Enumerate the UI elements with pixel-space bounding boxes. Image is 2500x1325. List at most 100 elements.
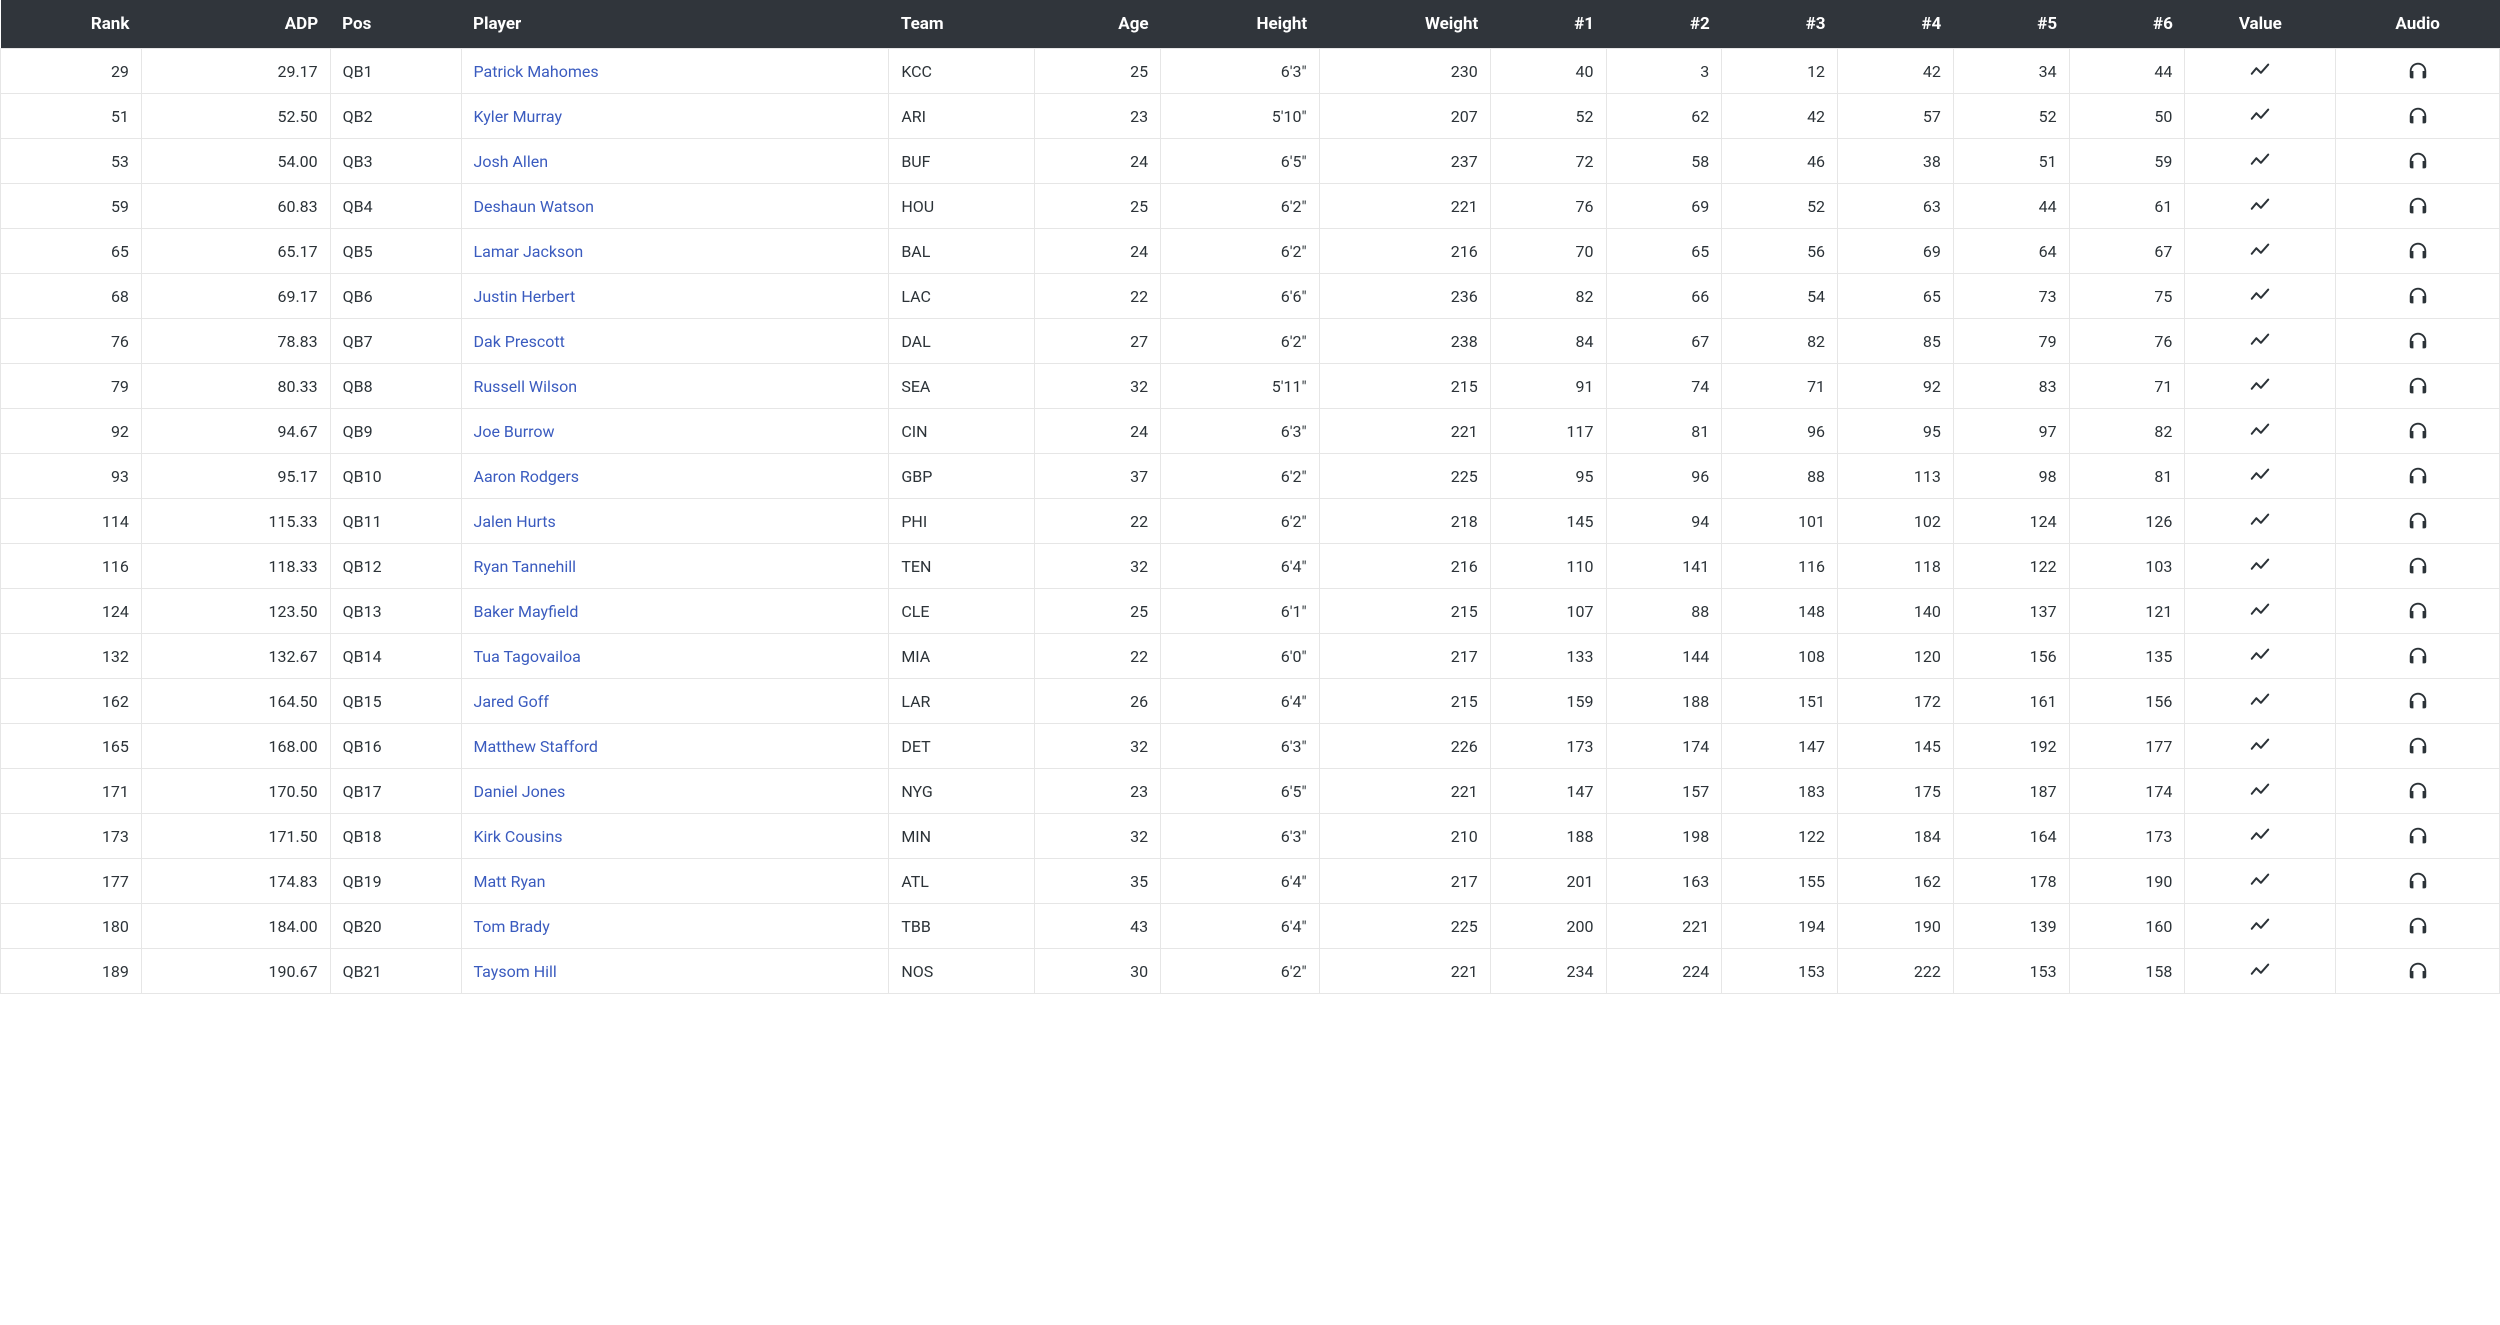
chart-icon[interactable] — [2249, 555, 2271, 574]
headphones-icon[interactable] — [2407, 780, 2429, 799]
player-link[interactable]: Taysom Hill — [474, 962, 557, 981]
cell-value[interactable] — [2185, 814, 2336, 859]
header-n4[interactable]: #4 — [1838, 0, 1954, 49]
cell-audio[interactable] — [2336, 94, 2500, 139]
cell-audio[interactable] — [2336, 454, 2500, 499]
cell-audio[interactable] — [2336, 274, 2500, 319]
cell-value[interactable] — [2185, 364, 2336, 409]
headphones-icon[interactable] — [2407, 825, 2429, 844]
cell-value[interactable] — [2185, 229, 2336, 274]
cell-value[interactable] — [2185, 634, 2336, 679]
header-value[interactable]: Value — [2185, 0, 2336, 49]
cell-value[interactable] — [2185, 679, 2336, 724]
cell-audio[interactable] — [2336, 814, 2500, 859]
chart-icon[interactable] — [2249, 465, 2271, 484]
headphones-icon[interactable] — [2407, 960, 2429, 979]
player-link[interactable]: Baker Mayfield — [474, 602, 579, 621]
chart-icon[interactable] — [2249, 375, 2271, 394]
cell-audio[interactable] — [2336, 949, 2500, 994]
chart-icon[interactable] — [2249, 645, 2271, 664]
cell-value[interactable] — [2185, 319, 2336, 364]
cell-value[interactable] — [2185, 274, 2336, 319]
player-link[interactable]: Patrick Mahomes — [474, 62, 599, 81]
cell-value[interactable] — [2185, 769, 2336, 814]
headphones-icon[interactable] — [2407, 240, 2429, 259]
cell-value[interactable] — [2185, 409, 2336, 454]
player-link[interactable]: Aaron Rodgers — [474, 467, 580, 486]
player-link[interactable]: Kirk Cousins — [474, 827, 563, 846]
player-link[interactable]: Joe Burrow — [474, 422, 555, 441]
cell-audio[interactable] — [2336, 589, 2500, 634]
cell-audio[interactable] — [2336, 319, 2500, 364]
cell-value[interactable] — [2185, 454, 2336, 499]
headphones-icon[interactable] — [2407, 105, 2429, 124]
headphones-icon[interactable] — [2407, 195, 2429, 214]
player-link[interactable]: Tom Brady — [474, 917, 550, 936]
cell-audio[interactable] — [2336, 769, 2500, 814]
headphones-icon[interactable] — [2407, 600, 2429, 619]
chart-icon[interactable] — [2249, 420, 2271, 439]
player-link[interactable]: Dak Prescott — [474, 332, 565, 351]
chart-icon[interactable] — [2249, 825, 2271, 844]
cell-value[interactable] — [2185, 724, 2336, 769]
cell-audio[interactable] — [2336, 904, 2500, 949]
chart-icon[interactable] — [2249, 195, 2271, 214]
header-pos[interactable]: Pos — [330, 0, 461, 49]
header-age[interactable]: Age — [1035, 0, 1161, 49]
cell-audio[interactable] — [2336, 724, 2500, 769]
chart-icon[interactable] — [2249, 690, 2271, 709]
player-link[interactable]: Jared Goff — [474, 692, 549, 711]
chart-icon[interactable] — [2249, 780, 2271, 799]
cell-value[interactable] — [2185, 859, 2336, 904]
header-player[interactable]: Player — [461, 0, 889, 49]
header-rank[interactable]: Rank — [1, 0, 142, 49]
cell-value[interactable] — [2185, 139, 2336, 184]
player-link[interactable]: Matthew Stafford — [474, 737, 598, 756]
cell-audio[interactable] — [2336, 544, 2500, 589]
cell-audio[interactable] — [2336, 139, 2500, 184]
headphones-icon[interactable] — [2407, 285, 2429, 304]
chart-icon[interactable] — [2249, 60, 2271, 79]
player-link[interactable]: Daniel Jones — [474, 782, 566, 801]
headphones-icon[interactable] — [2407, 870, 2429, 889]
cell-value[interactable] — [2185, 589, 2336, 634]
header-n3[interactable]: #3 — [1722, 0, 1838, 49]
header-audio[interactable]: Audio — [2336, 0, 2500, 49]
chart-icon[interactable] — [2249, 330, 2271, 349]
headphones-icon[interactable] — [2407, 690, 2429, 709]
chart-icon[interactable] — [2249, 735, 2271, 754]
cell-audio[interactable] — [2336, 364, 2500, 409]
cell-value[interactable] — [2185, 184, 2336, 229]
cell-audio[interactable] — [2336, 409, 2500, 454]
header-n5[interactable]: #5 — [1953, 0, 2069, 49]
cell-audio[interactable] — [2336, 859, 2500, 904]
headphones-icon[interactable] — [2407, 465, 2429, 484]
cell-value[interactable] — [2185, 49, 2336, 94]
player-link[interactable]: Lamar Jackson — [474, 242, 584, 261]
cell-audio[interactable] — [2336, 49, 2500, 94]
player-link[interactable]: Jalen Hurts — [474, 512, 556, 531]
header-n2[interactable]: #2 — [1606, 0, 1722, 49]
chart-icon[interactable] — [2249, 285, 2271, 304]
chart-icon[interactable] — [2249, 510, 2271, 529]
headphones-icon[interactable] — [2407, 330, 2429, 349]
chart-icon[interactable] — [2249, 150, 2271, 169]
cell-audio[interactable] — [2336, 634, 2500, 679]
chart-icon[interactable] — [2249, 240, 2271, 259]
cell-audio[interactable] — [2336, 679, 2500, 724]
headphones-icon[interactable] — [2407, 150, 2429, 169]
headphones-icon[interactable] — [2407, 420, 2429, 439]
cell-value[interactable] — [2185, 949, 2336, 994]
cell-value[interactable] — [2185, 94, 2336, 139]
player-link[interactable]: Matt Ryan — [474, 872, 546, 891]
chart-icon[interactable] — [2249, 870, 2271, 889]
cell-audio[interactable] — [2336, 184, 2500, 229]
header-team[interactable]: Team — [889, 0, 1035, 49]
headphones-icon[interactable] — [2407, 375, 2429, 394]
chart-icon[interactable] — [2249, 915, 2271, 934]
header-n6[interactable]: #6 — [2069, 0, 2185, 49]
cell-value[interactable] — [2185, 544, 2336, 589]
headphones-icon[interactable] — [2407, 510, 2429, 529]
chart-icon[interactable] — [2249, 960, 2271, 979]
cell-value[interactable] — [2185, 499, 2336, 544]
